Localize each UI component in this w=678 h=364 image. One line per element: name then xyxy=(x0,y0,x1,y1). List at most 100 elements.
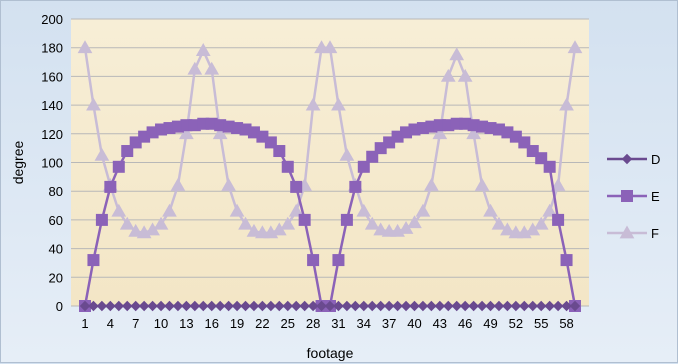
series-F-point xyxy=(246,223,262,237)
y-axis-title: degree xyxy=(10,140,26,184)
series-F-point xyxy=(322,40,338,54)
series-layer xyxy=(77,40,583,312)
series-D-point xyxy=(122,300,133,312)
y-tick-label: 160 xyxy=(41,69,63,84)
series-D-point xyxy=(113,300,125,312)
series-F-point xyxy=(288,203,304,217)
series-F-point xyxy=(187,61,203,75)
series-F-point xyxy=(280,216,296,230)
series-F-point xyxy=(449,47,465,61)
series-F-point xyxy=(559,97,574,111)
series-E-point xyxy=(264,136,277,149)
series-D-point xyxy=(476,300,488,312)
series-E-point xyxy=(560,254,573,267)
x-tick-label: 19 xyxy=(230,316,244,331)
series-D-point xyxy=(172,300,184,312)
y-tick-label: 180 xyxy=(41,41,63,56)
series-F-point xyxy=(339,147,355,161)
x-tick-label: 40 xyxy=(407,316,421,331)
series-E-point xyxy=(332,254,345,267)
series-E-point xyxy=(307,254,320,267)
series-D-point xyxy=(561,300,572,312)
series-D-point xyxy=(274,300,285,312)
series-D-point xyxy=(519,300,530,312)
x-axis-ticks: 1 4 7 10 13 16 19 22 25 28 31 34 37 40 43 46 49 52 55 58 xyxy=(81,316,573,331)
legend-item-E: E xyxy=(607,189,660,204)
series-D-point xyxy=(324,300,336,312)
legend-swatch-marker xyxy=(621,153,633,165)
series-D-point xyxy=(443,300,454,312)
series-D-point xyxy=(105,300,116,312)
series-F-point xyxy=(466,126,481,140)
series-D-point xyxy=(358,300,370,312)
x-tick-label: 10 xyxy=(154,316,168,331)
series-F-point xyxy=(500,222,515,236)
series-D-point xyxy=(96,300,108,312)
series-D-point xyxy=(138,300,150,312)
series-D-point xyxy=(569,300,581,312)
series-D-point xyxy=(383,300,395,312)
series-E-point xyxy=(87,254,100,267)
x-tick-label: 49 xyxy=(483,316,497,331)
series-D-point xyxy=(459,300,471,312)
series-D-point xyxy=(231,300,243,312)
series-E-point xyxy=(273,145,286,158)
series-F-point xyxy=(128,223,144,237)
series-D-point xyxy=(333,300,344,312)
series-D-point xyxy=(434,300,446,312)
series-F-point xyxy=(119,216,135,230)
y-tick-label: 80 xyxy=(49,184,63,199)
series-E-point xyxy=(340,213,353,226)
series-E xyxy=(79,117,581,312)
series-E-point xyxy=(104,180,117,193)
series-D-point xyxy=(502,300,513,312)
series-D-point xyxy=(79,300,91,312)
x-tick-label: 22 xyxy=(255,316,269,331)
y-tick-label: 200 xyxy=(41,12,63,27)
series-D-point xyxy=(214,300,226,312)
series-F-point xyxy=(111,203,127,217)
series-F-point xyxy=(86,97,101,111)
series-D-point xyxy=(248,300,260,312)
series-E-point xyxy=(298,213,311,226)
series-E-point xyxy=(543,160,556,173)
series-E-point xyxy=(281,160,294,173)
series-E-point xyxy=(526,145,539,158)
series-F-point xyxy=(331,97,346,111)
series-D-point xyxy=(544,300,555,312)
series-F-point xyxy=(373,222,389,236)
series-D-point xyxy=(130,300,141,312)
y-tick-label: 0 xyxy=(56,299,63,314)
x-tick-label: 1 xyxy=(81,316,88,331)
series-E-point xyxy=(535,152,548,165)
series-F-point xyxy=(153,216,169,230)
series-D-point xyxy=(299,300,310,312)
x-tick-label: 43 xyxy=(433,316,447,331)
series-D-point xyxy=(493,300,505,312)
series-D xyxy=(79,300,581,312)
series-F-point xyxy=(221,177,236,191)
legend-label: F xyxy=(651,226,659,241)
series-F-point xyxy=(179,126,194,140)
series-F-point xyxy=(542,203,558,217)
x-tick-label: 31 xyxy=(331,316,345,331)
series-D-point xyxy=(198,300,209,312)
legend: D E F xyxy=(607,152,660,241)
series-D-point xyxy=(282,300,293,312)
series-E-point xyxy=(121,145,134,158)
series-D-point xyxy=(341,300,353,312)
series-D-point xyxy=(417,300,429,312)
series-D-point xyxy=(88,300,99,312)
series-F-point xyxy=(483,203,498,217)
series-F-point xyxy=(162,203,177,217)
series-D-point xyxy=(426,300,437,312)
series-D-point xyxy=(155,300,167,312)
y-tick-label: 100 xyxy=(41,156,63,171)
series-F-point xyxy=(415,203,431,217)
y-tick-label: 60 xyxy=(49,213,63,228)
x-axis-title: footage xyxy=(307,345,354,361)
series-D-point xyxy=(468,300,479,312)
x-tick-label: 28 xyxy=(306,316,320,331)
series-E-point xyxy=(112,160,125,173)
